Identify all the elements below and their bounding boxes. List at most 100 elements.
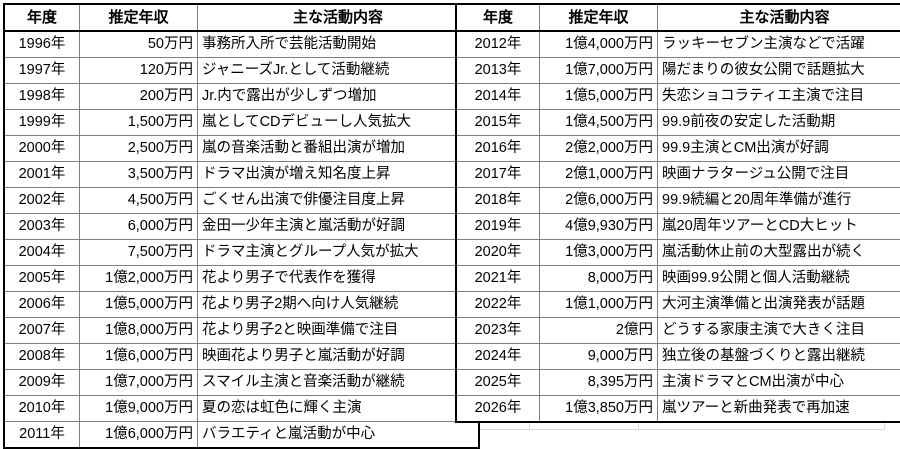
cell-note: 夏の恋は虹色に輝く主演 <box>198 396 480 422</box>
cell-income: 1億2,000万円 <box>80 266 198 292</box>
cell-year: 2004年 <box>4 240 80 266</box>
cell-income: 4,500万円 <box>80 188 198 214</box>
cell-note: 金田一少年主演と嵐活動が好調 <box>198 214 480 240</box>
cell-year: 2000年 <box>4 136 80 162</box>
cell-income: 2,500万円 <box>80 136 198 162</box>
cell-year: 2020年 <box>456 240 540 266</box>
cell-note: ごくせん出演で俳優注目度上昇 <box>198 188 480 214</box>
cell-income: 2億円 <box>540 318 658 344</box>
cell-note: 花より男子2と映画準備で注目 <box>198 318 480 344</box>
cell-income: 2億6,000万円 <box>540 188 658 214</box>
cell-income: 1億5,000万円 <box>540 84 658 110</box>
cell-note: スマイル主演と音楽活動が継続 <box>198 370 480 396</box>
cell-year: 2011年 <box>4 422 80 449</box>
cell-income: 3,500万円 <box>80 162 198 188</box>
cell-income: 200万円 <box>80 84 198 110</box>
header-row: 年度 推定年収 主な活動内容 <box>4 4 479 31</box>
cell-year: 2016年 <box>456 136 540 162</box>
cell-year: 2012年 <box>456 31 540 58</box>
cell-income: 1億6,000万円 <box>80 344 198 370</box>
cell-note: ラッキーセブン主演などで活躍 <box>658 31 900 58</box>
cell-income: 1億3,850万円 <box>540 396 658 423</box>
cell-note: 嵐ツアーと新曲発表で再加速 <box>658 396 900 423</box>
cell-income: 50万円 <box>80 31 198 58</box>
cell-year: 2013年 <box>456 58 540 84</box>
cell-note: 嵐の音楽活動と番組出演が増加 <box>198 136 480 162</box>
cell-year: 2001年 <box>4 162 80 188</box>
cell-year: 2006年 <box>4 292 80 318</box>
cell-year: 2023年 <box>456 318 540 344</box>
cell-note: 事務所入所で芸能活動開始 <box>198 31 480 58</box>
cell-year: 2021年 <box>456 266 540 292</box>
cell-note: 映画花より男子と嵐活動が好調 <box>198 344 480 370</box>
cell-income: 8,000万円 <box>540 266 658 292</box>
cell-income: 1億7,000万円 <box>80 370 198 396</box>
cell-year: 2018年 <box>456 188 540 214</box>
cell-year: 2002年 <box>4 188 80 214</box>
cell-year: 2008年 <box>4 344 80 370</box>
cell-year: 2007年 <box>4 318 80 344</box>
cell-note: 映画99.9公開と個人活動継続 <box>658 266 900 292</box>
grid-line-horizontal <box>455 429 885 430</box>
cell-year: 2005年 <box>4 266 80 292</box>
cell-year: 2024年 <box>456 344 540 370</box>
cell-income: 1億4,000万円 <box>540 31 658 58</box>
cell-note: Jr.内で露出が少しずつ増加 <box>198 84 480 110</box>
cell-income: 2億2,000万円 <box>540 136 658 162</box>
cell-income: 1億9,000万円 <box>80 396 198 422</box>
cell-year: 1996年 <box>4 31 80 58</box>
header-row: 年度 推定年収 主な活動内容 <box>456 4 900 31</box>
column-header-year: 年度 <box>456 4 540 31</box>
cell-year: 2019年 <box>456 214 540 240</box>
cell-note: 嵐活動休止前の大型露出が続く <box>658 240 900 266</box>
cell-note: 主演ドラマとCM出演が中心 <box>658 370 900 396</box>
cell-note: 陽だまりの彼女公開で話題拡大 <box>658 58 900 84</box>
cell-year: 2009年 <box>4 370 80 396</box>
cell-year: 1999年 <box>4 110 80 136</box>
cell-note: ドラマ出演が増え知名度上昇 <box>198 162 480 188</box>
cell-income: 120万円 <box>80 58 198 84</box>
cell-year: 2003年 <box>4 214 80 240</box>
cell-note: 嵐としてCDデビューし人気拡大 <box>198 110 480 136</box>
cell-year: 2010年 <box>4 396 80 422</box>
cell-note: 99.9主演とCM出演が好調 <box>658 136 900 162</box>
cell-note: 花より男子2期へ向け人気継続 <box>198 292 480 318</box>
cell-income: 4億9,930万円 <box>540 214 658 240</box>
cell-year: 2026年 <box>456 396 540 423</box>
table-header-left: 年度 推定年収 主な活動内容 <box>4 4 479 31</box>
column-header-year: 年度 <box>4 4 80 31</box>
cell-year: 2017年 <box>456 162 540 188</box>
column-header-note: 主な活動内容 <box>658 4 900 31</box>
table-header-right: 年度 推定年収 主な活動内容 <box>456 4 900 31</box>
cell-income: 6,000万円 <box>80 214 198 240</box>
cell-note: 花より男子で代表作を獲得 <box>198 266 480 292</box>
cell-income: 1,500万円 <box>80 110 198 136</box>
cell-note: 嵐20周年ツアーとCD大ヒット <box>658 214 900 240</box>
